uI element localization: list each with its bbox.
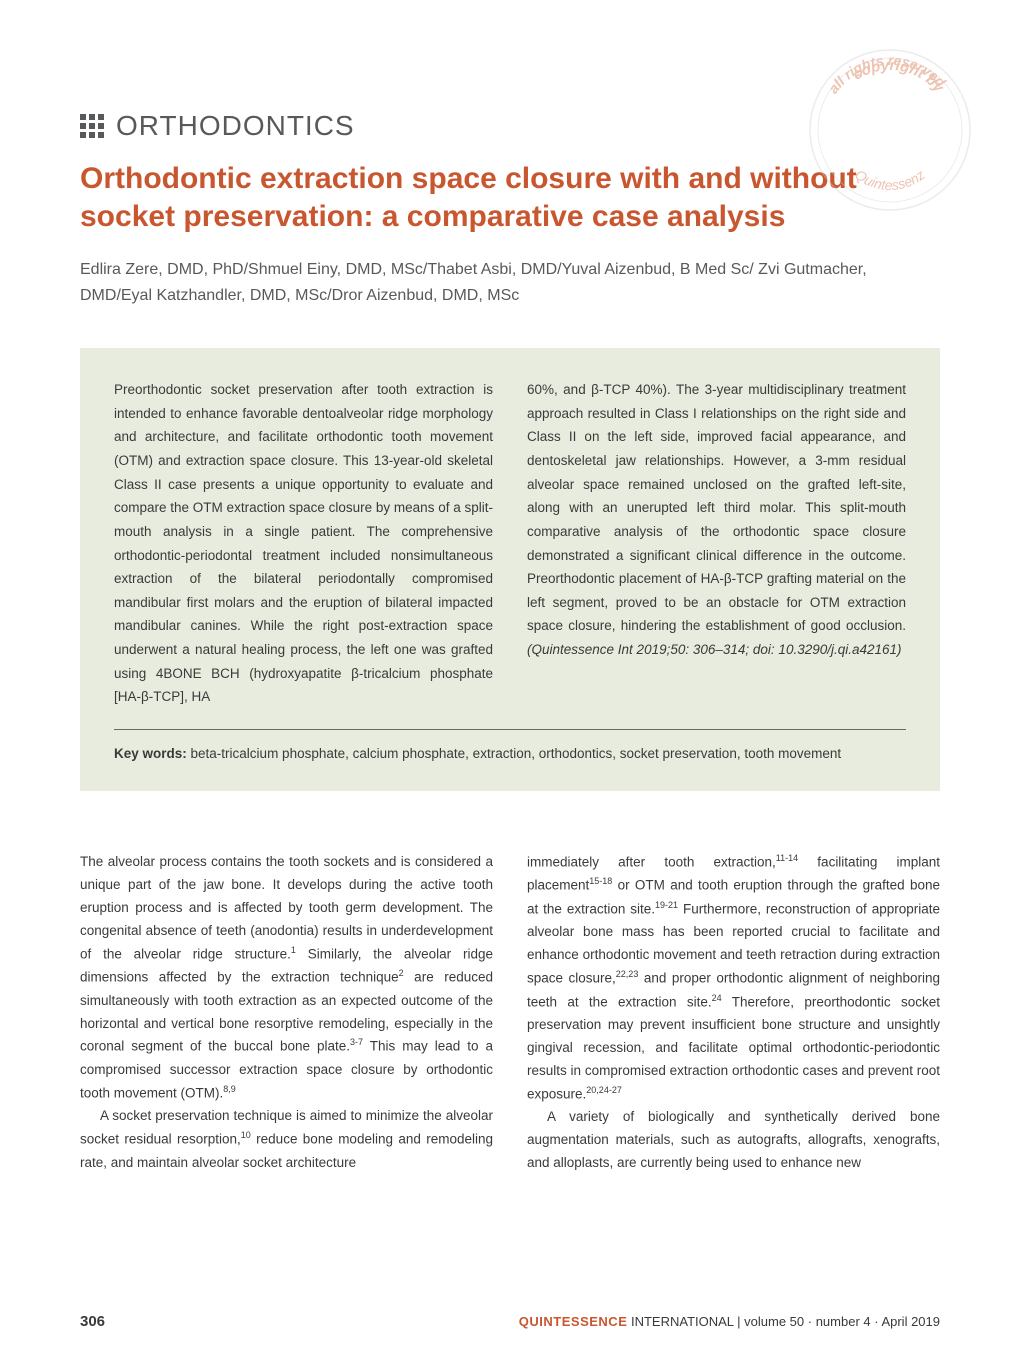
body-paragraph: The alveolar process contains the tooth … bbox=[80, 851, 493, 1105]
footer-journal-info: QUINTESSENCE INTERNATIONAL | volume 50 ·… bbox=[519, 1314, 940, 1329]
svg-text:Quintessenz: Quintessenz bbox=[852, 166, 927, 193]
abstract-columns: Preorthodontic socket preservation after… bbox=[114, 378, 906, 730]
keywords-text: beta-tricalcium phosphate, calcium phosp… bbox=[187, 746, 841, 761]
body-paragraph: A socket preservation technique is aimed… bbox=[80, 1105, 493, 1174]
body-paragraph: immediately after tooth extraction,11-14… bbox=[527, 851, 940, 1106]
section-label: ORTHODONTICS bbox=[116, 110, 355, 142]
page-footer: 306 QUINTESSENCE INTERNATIONAL | volume … bbox=[80, 1313, 940, 1330]
body-col-right: immediately after tooth extraction,11-14… bbox=[527, 851, 940, 1175]
grid-icon bbox=[80, 114, 104, 138]
keywords: Key words: beta-tricalcium phosphate, ca… bbox=[114, 746, 906, 761]
body-columns: The alveolar process contains the tooth … bbox=[80, 851, 940, 1175]
journal-name: QUINTESSENCE bbox=[519, 1314, 628, 1329]
abstract-col-left: Preorthodontic socket preservation after… bbox=[114, 378, 493, 709]
body-col-left: The alveolar process contains the tooth … bbox=[80, 851, 493, 1175]
abstract-col-right: 60%, and β-TCP 40%). The 3-year multidis… bbox=[527, 378, 906, 709]
page-number: 306 bbox=[80, 1313, 105, 1330]
body-paragraph: A variety of biologically and synthetica… bbox=[527, 1106, 940, 1175]
abstract-box: Preorthodontic socket preservation after… bbox=[80, 348, 940, 791]
copyright-watermark: copyright by all rights reserved Quintes… bbox=[800, 40, 980, 220]
abstract-citation: (Quintessence Int 2019;50: 306–314; doi:… bbox=[527, 642, 902, 657]
authors-list: Edlira Zere, DMD, PhD/Shmuel Einy, DMD, … bbox=[80, 257, 940, 308]
abstract-col2-text: 60%, and β-TCP 40%). The 3-year multidis… bbox=[527, 382, 906, 633]
journal-intl: INTERNATIONAL bbox=[627, 1314, 733, 1329]
keywords-label: Key words: bbox=[114, 746, 187, 761]
issue-info: | volume 50 · number 4 · April 2019 bbox=[734, 1314, 940, 1329]
